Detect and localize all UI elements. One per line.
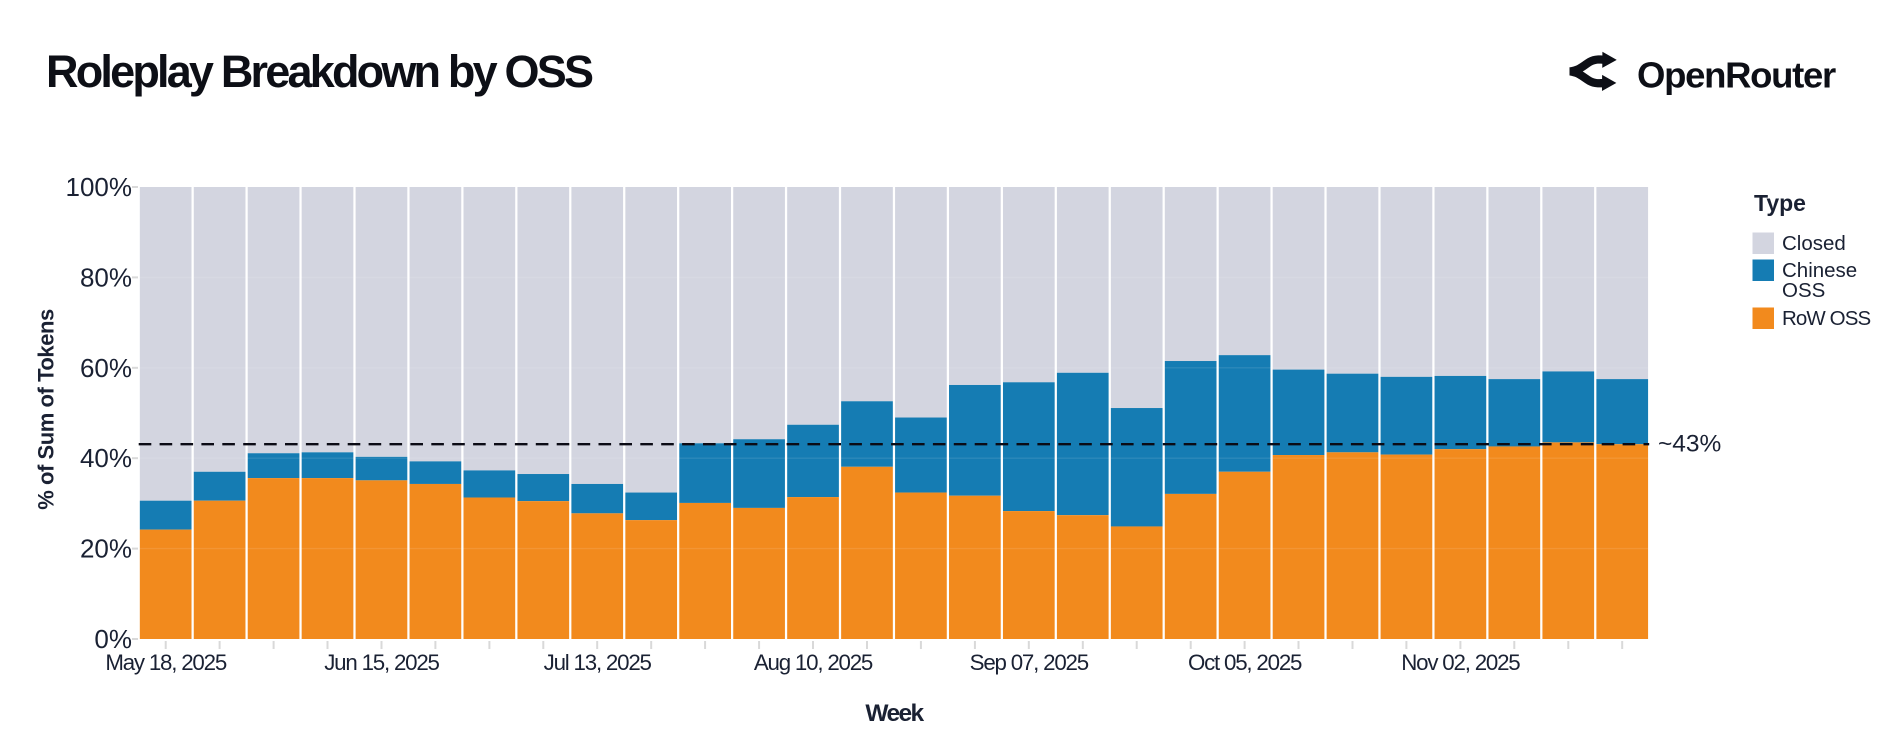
svg-text:Sep 07, 2025: Sep 07, 2025 bbox=[970, 650, 1089, 675]
svg-text:Oct 05, 2025: Oct 05, 2025 bbox=[1188, 650, 1302, 675]
svg-text:60%: 60% bbox=[80, 353, 132, 383]
svg-text:Closed: Closed bbox=[1782, 232, 1846, 255]
svg-text:Aug 10, 2025: Aug 10, 2025 bbox=[754, 650, 873, 675]
svg-text:Roleplay Breakdown by OSS: Roleplay Breakdown by OSS bbox=[46, 46, 593, 97]
svg-text:20%: 20% bbox=[80, 534, 132, 564]
svg-text:Week: Week bbox=[865, 700, 924, 727]
svg-text:Chinese: Chinese bbox=[1782, 259, 1857, 282]
svg-text:Nov 02, 2025: Nov 02, 2025 bbox=[1401, 650, 1520, 675]
svg-text:40%: 40% bbox=[80, 443, 132, 473]
svg-text:OSS: OSS bbox=[1782, 279, 1825, 302]
svg-text:0%: 0% bbox=[94, 624, 132, 654]
svg-text:100%: 100% bbox=[66, 172, 133, 202]
svg-text:OpenRouter: OpenRouter bbox=[1637, 55, 1836, 96]
svg-text:Jul 13, 2025: Jul 13, 2025 bbox=[544, 650, 652, 675]
svg-text:Type: Type bbox=[1754, 190, 1806, 216]
svg-text:80%: 80% bbox=[80, 262, 132, 292]
svg-text:RoW OSS: RoW OSS bbox=[1782, 307, 1870, 330]
svg-text:Jun 15, 2025: Jun 15, 2025 bbox=[324, 650, 439, 675]
svg-text:% of Sum of Tokens: % of Sum of Tokens bbox=[34, 309, 59, 510]
svg-text:May 18, 2025: May 18, 2025 bbox=[105, 650, 227, 675]
svg-text:~43%: ~43% bbox=[1658, 431, 1721, 458]
